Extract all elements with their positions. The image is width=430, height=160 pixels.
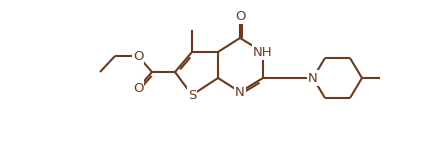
Text: N: N bbox=[308, 72, 318, 84]
Text: N: N bbox=[235, 85, 245, 99]
Text: S: S bbox=[188, 88, 196, 101]
Text: O: O bbox=[133, 81, 143, 95]
Text: NH: NH bbox=[253, 45, 273, 59]
Text: O: O bbox=[235, 9, 245, 23]
Text: O: O bbox=[133, 49, 143, 63]
